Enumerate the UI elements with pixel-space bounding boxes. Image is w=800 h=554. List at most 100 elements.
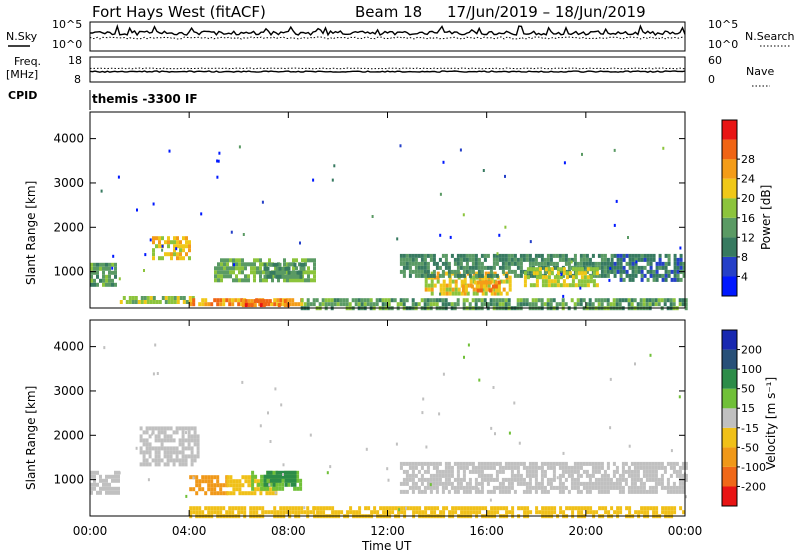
- heatmap-cell: [429, 302, 433, 307]
- heatmap-cell: [306, 510, 310, 515]
- heatmap-cell: [155, 300, 159, 304]
- heatmap-cell: [303, 510, 307, 515]
- heatmap-cell: [222, 506, 226, 511]
- heatmap-cell: [501, 253, 505, 258]
- heatmap-cell: [478, 378, 481, 382]
- heatmap-cell: [613, 273, 617, 278]
- heatmap-cell: [489, 489, 493, 494]
- noise-search-trace: [89, 36, 686, 40]
- heatmap-cell: [582, 485, 586, 490]
- heatmap-cell: [612, 461, 616, 466]
- heatmap-cell: [266, 482, 270, 487]
- heatmap-cell: [627, 298, 631, 303]
- heatmap-cell: [438, 298, 442, 303]
- heatmap-cell: [589, 275, 593, 280]
- heatmap-cell: [247, 479, 251, 484]
- heatmap-cell: [499, 279, 503, 284]
- heatmap-cell: [93, 482, 96, 487]
- heatmap-cell: [175, 454, 179, 459]
- heatmap-cell: [181, 446, 185, 451]
- colorbar-swatch: [722, 447, 737, 467]
- heatmap-cell: [636, 465, 640, 470]
- heatmap-cell: [322, 510, 326, 515]
- heatmap-cell: [250, 262, 253, 267]
- heatmap-cell: [435, 469, 439, 474]
- heatmap-cell: [441, 469, 445, 474]
- heatmap-cell: [447, 269, 451, 274]
- heatmap-cell: [465, 489, 469, 494]
- heatmap-cell: [460, 510, 464, 515]
- heatmap-cell: [411, 261, 415, 266]
- heatmap-cell: [538, 267, 542, 272]
- heatmap-cell: [90, 266, 93, 271]
- heatmap-cell: [307, 258, 310, 263]
- heatmap-cell: [588, 481, 592, 486]
- heatmap-cell: [657, 302, 661, 307]
- heatmap-cell: [483, 461, 487, 466]
- heatmap-cell: [621, 465, 625, 470]
- heatmap-cell: [102, 482, 105, 487]
- heatmap-cell: [465, 265, 469, 270]
- heatmap-cell: [669, 489, 673, 494]
- power-colorbar-label: Power [dB]: [759, 185, 773, 250]
- heatmap-cell: [235, 262, 238, 267]
- heatmap-cell: [471, 269, 475, 274]
- heatmap-cell: [432, 273, 436, 278]
- heatmap-cell: [664, 277, 668, 282]
- heatmap-cell: [615, 199, 618, 203]
- heatmap-cell: [178, 438, 182, 443]
- colorbar-tick-label: 50: [741, 383, 755, 396]
- heatmap-cell: [645, 473, 649, 478]
- heatmap-cell: [613, 261, 617, 266]
- heatmap-cell: [442, 160, 445, 164]
- heatmap-cell: [223, 270, 226, 275]
- heatmap-cell: [561, 469, 565, 474]
- heatmap-cell: [381, 302, 385, 307]
- heatmap-cell: [412, 510, 416, 515]
- heatmap-cell: [642, 298, 646, 303]
- heatmap-cell: [594, 273, 598, 278]
- heatmap-cell: [669, 298, 673, 303]
- heatmap-cell: [251, 470, 255, 475]
- heatmap-cell: [471, 485, 475, 490]
- heatmap-cell: [296, 486, 300, 491]
- heatmap-cell: [339, 298, 343, 303]
- heatmap-cell: [160, 442, 164, 447]
- heatmap-cell: [627, 465, 631, 470]
- heatmap-cell: [297, 302, 301, 307]
- heatmap-cell: [109, 263, 112, 267]
- heatmap-cell: [417, 485, 421, 490]
- heatmap-cell: [471, 253, 475, 258]
- heatmap-cell: [544, 267, 548, 272]
- heatmap-cell: [388, 510, 392, 515]
- heatmap-cell: [241, 262, 244, 267]
- heatmap-cell: [424, 510, 428, 515]
- heatmap-cell: [96, 470, 99, 475]
- heatmap-cell: [571, 275, 575, 280]
- heatmap-cell: [442, 372, 445, 376]
- heatmap-cell: [675, 489, 679, 494]
- heatmap-cell: [481, 287, 485, 292]
- heatmap-cell: [573, 261, 577, 266]
- heatmap-cell: [489, 265, 493, 270]
- heatmap-cell: [315, 298, 319, 303]
- heatmap-cell: [207, 506, 211, 511]
- heatmap-cell: [466, 291, 470, 296]
- heatmap-cell: [420, 253, 424, 258]
- heatmap-cell: [181, 434, 185, 439]
- heatmap-cell: [290, 478, 294, 483]
- heatmap-cell: [296, 470, 300, 475]
- heatmap-cell: [534, 469, 538, 474]
- heatmap-cell: [516, 465, 520, 470]
- heatmap-cell: [90, 274, 93, 279]
- heatmap-cell: [561, 302, 565, 307]
- heatmap-cell: [261, 510, 265, 515]
- heatmap-cell: [540, 461, 544, 466]
- heatmap-cell: [525, 269, 529, 274]
- heatmap-cell: [495, 261, 499, 266]
- heatmap-cell: [498, 465, 502, 470]
- heatmap-cell: [574, 275, 578, 280]
- heatmap-cell: [592, 267, 596, 272]
- heatmap-cell: [184, 426, 188, 431]
- heatmap-cell: [525, 465, 529, 470]
